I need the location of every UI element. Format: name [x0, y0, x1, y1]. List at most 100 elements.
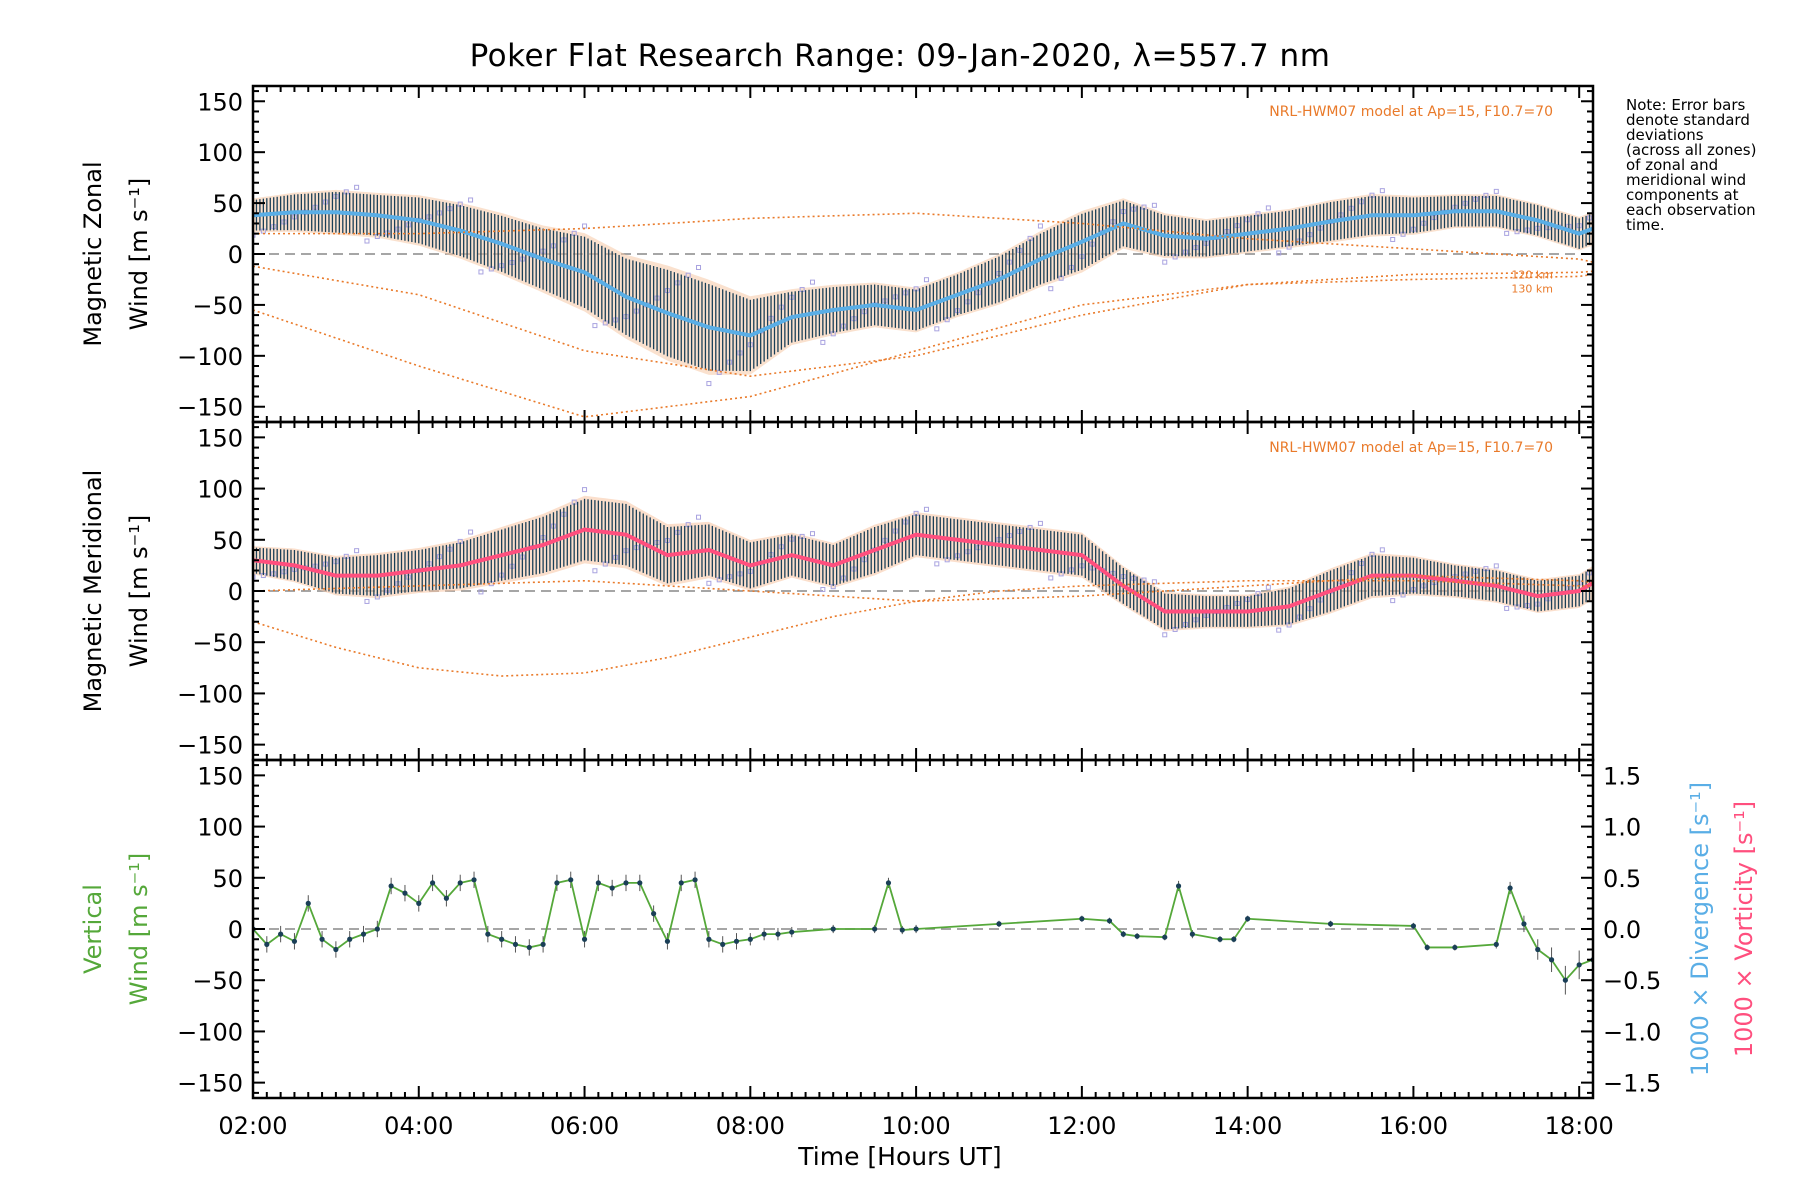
zone-point	[706, 381, 712, 387]
y2-tick-label: −1.0	[1603, 1018, 1661, 1046]
zone-point	[1265, 205, 1271, 211]
zone-point	[934, 326, 940, 332]
error-bar-note: Note: Error bars denote standard deviati…	[1626, 96, 1757, 234]
vertical-wind-point	[388, 883, 394, 889]
zone-point	[253, 232, 256, 238]
x-tick-label: 06:00	[550, 1112, 619, 1140]
vertical-wind-point	[264, 941, 270, 947]
vertical-wind-point	[692, 877, 698, 883]
y-tick-label: −150	[177, 732, 243, 760]
zone-point	[1493, 188, 1499, 194]
x-tick-label: 02:00	[218, 1112, 287, 1140]
zone-point	[820, 339, 826, 345]
vertical-wind-point	[1134, 933, 1140, 939]
vertical-wind-point	[1507, 885, 1513, 891]
y-axis-title-line1: Magnetic Meridional	[79, 470, 107, 713]
vertical-wind-point	[706, 936, 712, 942]
y-tick-label: 150	[197, 762, 243, 790]
y-tick-label: 0	[228, 578, 243, 606]
page-title: Poker Flat Research Range: 09-Jan-2020, …	[469, 38, 1331, 74]
vertical-wind-point	[623, 880, 629, 886]
vertical-wind-point	[1106, 918, 1113, 924]
y-tick-label: 150	[197, 88, 243, 116]
y-tick-label: 100	[197, 139, 243, 167]
y-axis-title-line2: Wind [m s⁻¹]	[125, 853, 153, 1005]
x-tick-label: 16:00	[1379, 1112, 1448, 1140]
vertical-wind-point	[429, 880, 436, 886]
model-curve	[253, 270, 1593, 418]
vertical-wind-point	[830, 926, 836, 932]
zone-point	[582, 223, 588, 229]
y-axis-title-line2: Wind [m s⁻¹]	[125, 178, 153, 330]
vertical-wind-point	[402, 890, 408, 896]
y2-tick-label: 1.0	[1603, 814, 1641, 842]
y-tick-label: 0	[228, 916, 243, 944]
panel-meridional: 150 100 50 0 −50 −100 −150 Magnetic Meridional W…	[79, 420, 1595, 762]
zone-point	[923, 277, 929, 283]
model-line-label: 130 km	[1511, 282, 1553, 295]
vertical-wind-point	[443, 895, 450, 901]
vertical-wind-point	[747, 936, 753, 942]
zone-point	[1504, 230, 1510, 236]
x-tick-label: 08:00	[716, 1112, 785, 1140]
y-tick-label: −50	[192, 967, 243, 995]
vertical-wind-point	[899, 927, 905, 933]
zone-point	[468, 529, 474, 535]
vertical-wind-point	[305, 900, 311, 906]
panel-content	[253, 487, 1593, 677]
zone-point	[820, 586, 826, 592]
vertical-wind-line	[253, 878, 1593, 982]
vertical-wind-point	[540, 941, 546, 947]
zone-point	[364, 598, 370, 604]
meridional-mean-line	[253, 527, 1593, 614]
vertical-wind-point	[457, 880, 463, 886]
y-tick-label: 50	[212, 527, 243, 555]
vertical-wind-point	[581, 936, 588, 942]
vertical-wind-point	[1424, 944, 1430, 951]
zone-point	[1390, 598, 1396, 604]
zone-point	[1276, 627, 1282, 633]
vertical-wind-point	[512, 941, 519, 947]
zone-point	[354, 548, 360, 554]
model-curve	[253, 212, 1593, 263]
vertical-wind-point	[471, 877, 477, 883]
vertical-wind-point	[1535, 946, 1541, 953]
vertical-wind-point	[1217, 936, 1223, 942]
vertical-wind-point	[1576, 962, 1582, 968]
vertical-wind-point	[291, 938, 298, 944]
y-tick-label: −50	[192, 292, 243, 320]
y-tick-label: −100	[177, 1018, 243, 1046]
vertical-wind-point	[733, 938, 740, 944]
vertical-wind-point	[775, 931, 781, 937]
x-tick-label: 18:00	[1545, 1112, 1614, 1140]
vertical-wind-point	[789, 929, 795, 935]
y-axis-title-line1: Magnetic Zonal	[79, 161, 107, 346]
vertical-wind-point	[1175, 883, 1182, 889]
model-label: NRL-HWM07 model at Ap=15, F10.7=70	[1269, 440, 1553, 456]
zone-point	[1493, 563, 1499, 569]
zone-point	[478, 269, 484, 275]
vertical-wind-point	[1562, 977, 1568, 983]
y-axis-title-line1: Vertical	[79, 884, 107, 974]
vertical-wind-point	[761, 931, 767, 937]
zone-point	[923, 506, 929, 512]
y-tick-label: 100	[197, 476, 243, 504]
zone-point	[809, 531, 815, 537]
zone-point	[1162, 632, 1168, 638]
vertical-wind-point	[416, 900, 422, 906]
zone-point	[1265, 584, 1271, 590]
vertical-wind-point	[319, 936, 325, 942]
model-curve	[253, 574, 1593, 603]
vertical-wind-point	[651, 911, 657, 917]
vertical-wind-point	[1189, 931, 1195, 937]
x-tick-label: 04:00	[384, 1112, 453, 1140]
zone-point	[1162, 259, 1168, 265]
vertical-wind-point	[1162, 934, 1168, 940]
y-tick-label: −100	[177, 680, 243, 708]
zone-point	[1048, 286, 1054, 292]
zone-point	[1276, 250, 1282, 256]
y2-tick-label: −1.5	[1603, 1070, 1661, 1098]
y-tick-label: 50	[212, 865, 243, 893]
